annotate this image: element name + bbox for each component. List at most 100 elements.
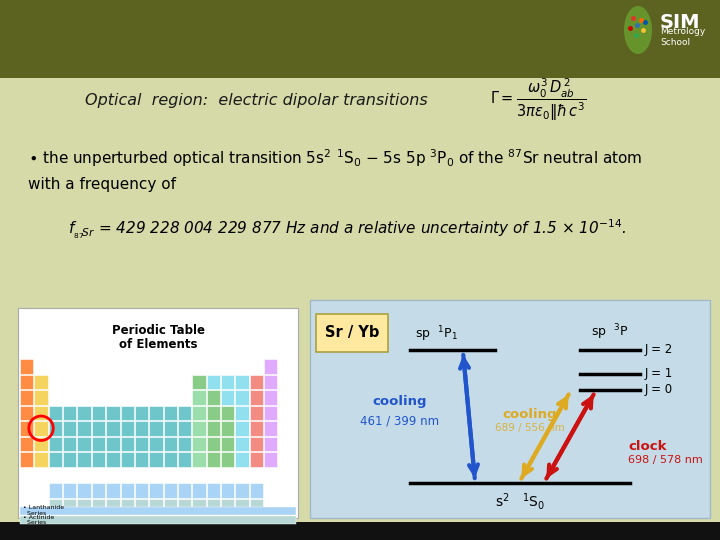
Bar <box>163 452 177 467</box>
Bar <box>264 359 277 374</box>
Bar <box>192 483 206 497</box>
Bar <box>250 436 263 451</box>
Bar <box>192 498 206 513</box>
Bar <box>250 421 263 435</box>
Bar <box>49 436 62 451</box>
Bar <box>163 436 177 451</box>
Bar <box>235 483 248 497</box>
Text: J = 0: J = 0 <box>645 383 673 396</box>
Bar <box>163 498 177 513</box>
Bar <box>63 452 76 467</box>
Text: $\Gamma = \dfrac{\omega_0^3\,D_{ab}^{\,2}}{3\pi\varepsilon_0\|\hbar\,c^3}$: $\Gamma = \dfrac{\omega_0^3\,D_{ab}^{\,2… <box>490 77 587 123</box>
Bar <box>106 436 120 451</box>
Bar <box>192 406 206 420</box>
Text: Periodic Table: Periodic Table <box>112 323 204 336</box>
Bar <box>63 498 76 513</box>
Bar <box>20 406 33 420</box>
Bar <box>235 498 248 513</box>
Text: sp  $^1$P$_1$: sp $^1$P$_1$ <box>415 325 458 344</box>
Bar <box>135 436 148 451</box>
Bar <box>250 452 263 467</box>
Bar <box>78 498 91 513</box>
Bar <box>35 375 48 389</box>
Bar <box>91 452 105 467</box>
Bar <box>63 421 76 435</box>
Bar <box>207 436 220 451</box>
Bar <box>207 498 220 513</box>
Bar <box>20 375 33 389</box>
Bar <box>250 375 263 389</box>
Text: SIM: SIM <box>660 12 701 31</box>
Bar <box>192 375 206 389</box>
Bar <box>264 406 277 420</box>
Bar <box>106 406 120 420</box>
Bar <box>178 483 192 497</box>
Bar <box>310 300 710 518</box>
Bar <box>235 406 248 420</box>
Bar <box>120 436 134 451</box>
Bar <box>207 375 220 389</box>
Bar <box>49 498 62 513</box>
Bar <box>149 483 163 497</box>
Text: s$^2$   $^1$S$_0$: s$^2$ $^1$S$_0$ <box>495 491 545 512</box>
Bar <box>78 406 91 420</box>
Bar <box>20 507 296 515</box>
Bar <box>235 452 248 467</box>
Text: $f_{_{87}\!Sr}$ = 429 228 004 229 877 Hz and a relative uncertainty of 1.5 $\tim: $f_{_{87}\!Sr}$ = 429 228 004 229 877 Hz… <box>68 218 626 241</box>
Ellipse shape <box>624 6 652 54</box>
Text: • Actinide
  Series: • Actinide Series <box>23 515 54 525</box>
Bar <box>106 452 120 467</box>
Bar <box>0 0 720 78</box>
Bar <box>0 78 720 540</box>
Text: Sr / Yb: Sr / Yb <box>325 326 379 341</box>
Text: cooling: cooling <box>373 395 427 408</box>
Text: 698 / 578 nm: 698 / 578 nm <box>628 456 703 465</box>
Bar <box>20 421 33 435</box>
Bar <box>192 421 206 435</box>
Bar <box>207 421 220 435</box>
Bar <box>178 421 192 435</box>
Bar <box>264 436 277 451</box>
Bar <box>250 406 263 420</box>
Bar <box>221 375 235 389</box>
Bar <box>178 436 192 451</box>
Bar <box>18 308 298 518</box>
Bar <box>135 483 148 497</box>
Bar <box>207 390 220 404</box>
Bar <box>91 406 105 420</box>
Bar <box>192 452 206 467</box>
Text: clock: clock <box>628 440 667 453</box>
Bar <box>221 498 235 513</box>
Bar <box>250 390 263 404</box>
Bar <box>0 522 720 540</box>
Bar <box>120 483 134 497</box>
Bar <box>149 452 163 467</box>
Text: Optical  region:  electric dipolar transitions: Optical region: electric dipolar transit… <box>85 92 428 107</box>
Bar <box>106 483 120 497</box>
Text: sp  $^3$P: sp $^3$P <box>591 322 629 342</box>
Text: $\bullet$ the unperturbed optical transition 5s$^2$ $^1$S$_0$ $-$ 5s 5p $^3$P$_0: $\bullet$ the unperturbed optical transi… <box>28 147 642 169</box>
Bar <box>20 436 33 451</box>
Bar <box>149 498 163 513</box>
Bar <box>35 406 48 420</box>
Text: of Elements: of Elements <box>119 338 197 350</box>
Bar <box>178 498 192 513</box>
Bar <box>49 406 62 420</box>
Bar <box>120 421 134 435</box>
Bar <box>264 390 277 404</box>
Bar <box>120 452 134 467</box>
Bar <box>35 390 48 404</box>
Bar <box>207 452 220 467</box>
Bar <box>221 436 235 451</box>
Bar <box>135 452 148 467</box>
Bar <box>20 359 33 374</box>
Bar <box>250 483 263 497</box>
Bar <box>20 452 33 467</box>
Bar <box>91 436 105 451</box>
Bar <box>20 390 33 404</box>
Bar <box>120 406 134 420</box>
Bar <box>207 483 220 497</box>
Bar <box>49 421 62 435</box>
Bar <box>235 436 248 451</box>
Bar <box>20 516 296 524</box>
